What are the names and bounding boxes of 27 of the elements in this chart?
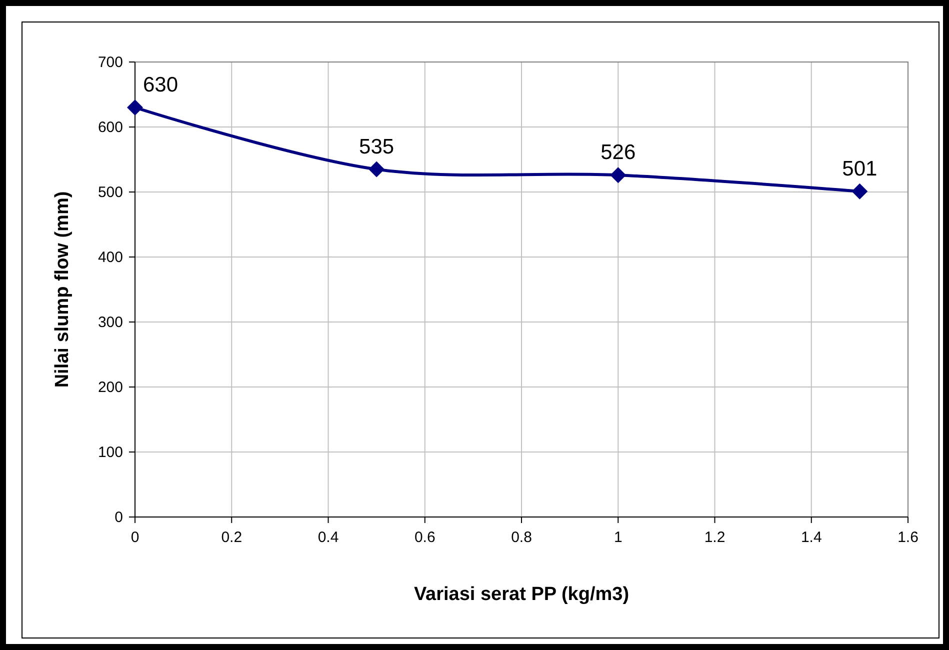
data-label: 630 [143, 74, 178, 96]
x-tick-label: 0.2 [221, 529, 242, 546]
x-tick-label: 0.8 [511, 529, 532, 546]
y-tick-label: 500 [98, 184, 123, 201]
x-tick-label: 0.4 [318, 529, 339, 546]
x-axis-title: Variasi serat PP (kg/m3) [414, 584, 630, 605]
x-tick-label: 1 [614, 529, 622, 546]
y-tick-label: 400 [98, 249, 123, 266]
point [610, 167, 626, 184]
x-tick-label: 0.6 [414, 529, 436, 546]
x-tick-label: 1.6 [898, 529, 918, 546]
x-tick-label: 1.4 [800, 529, 822, 546]
data-label: 526 [600, 141, 636, 164]
y-tick-label: 700 [98, 54, 123, 71]
y-tick-label: 300 [98, 314, 123, 331]
x-tick-label: 1.2 [704, 529, 726, 546]
x-tick-label: 0 [130, 529, 140, 546]
point [852, 183, 868, 200]
y-tick-label: 200 [98, 379, 123, 396]
y-tick-label: 600 [98, 119, 123, 136]
point [368, 161, 385, 178]
point [127, 100, 143, 116]
data-label: 501 [842, 157, 878, 180]
y-tick-label: 0 [114, 509, 123, 526]
data-label: 535 [359, 135, 394, 158]
y-tick-label: 100 [98, 444, 123, 461]
y-axis-title: Nilai slump flow (mm) [52, 191, 73, 388]
